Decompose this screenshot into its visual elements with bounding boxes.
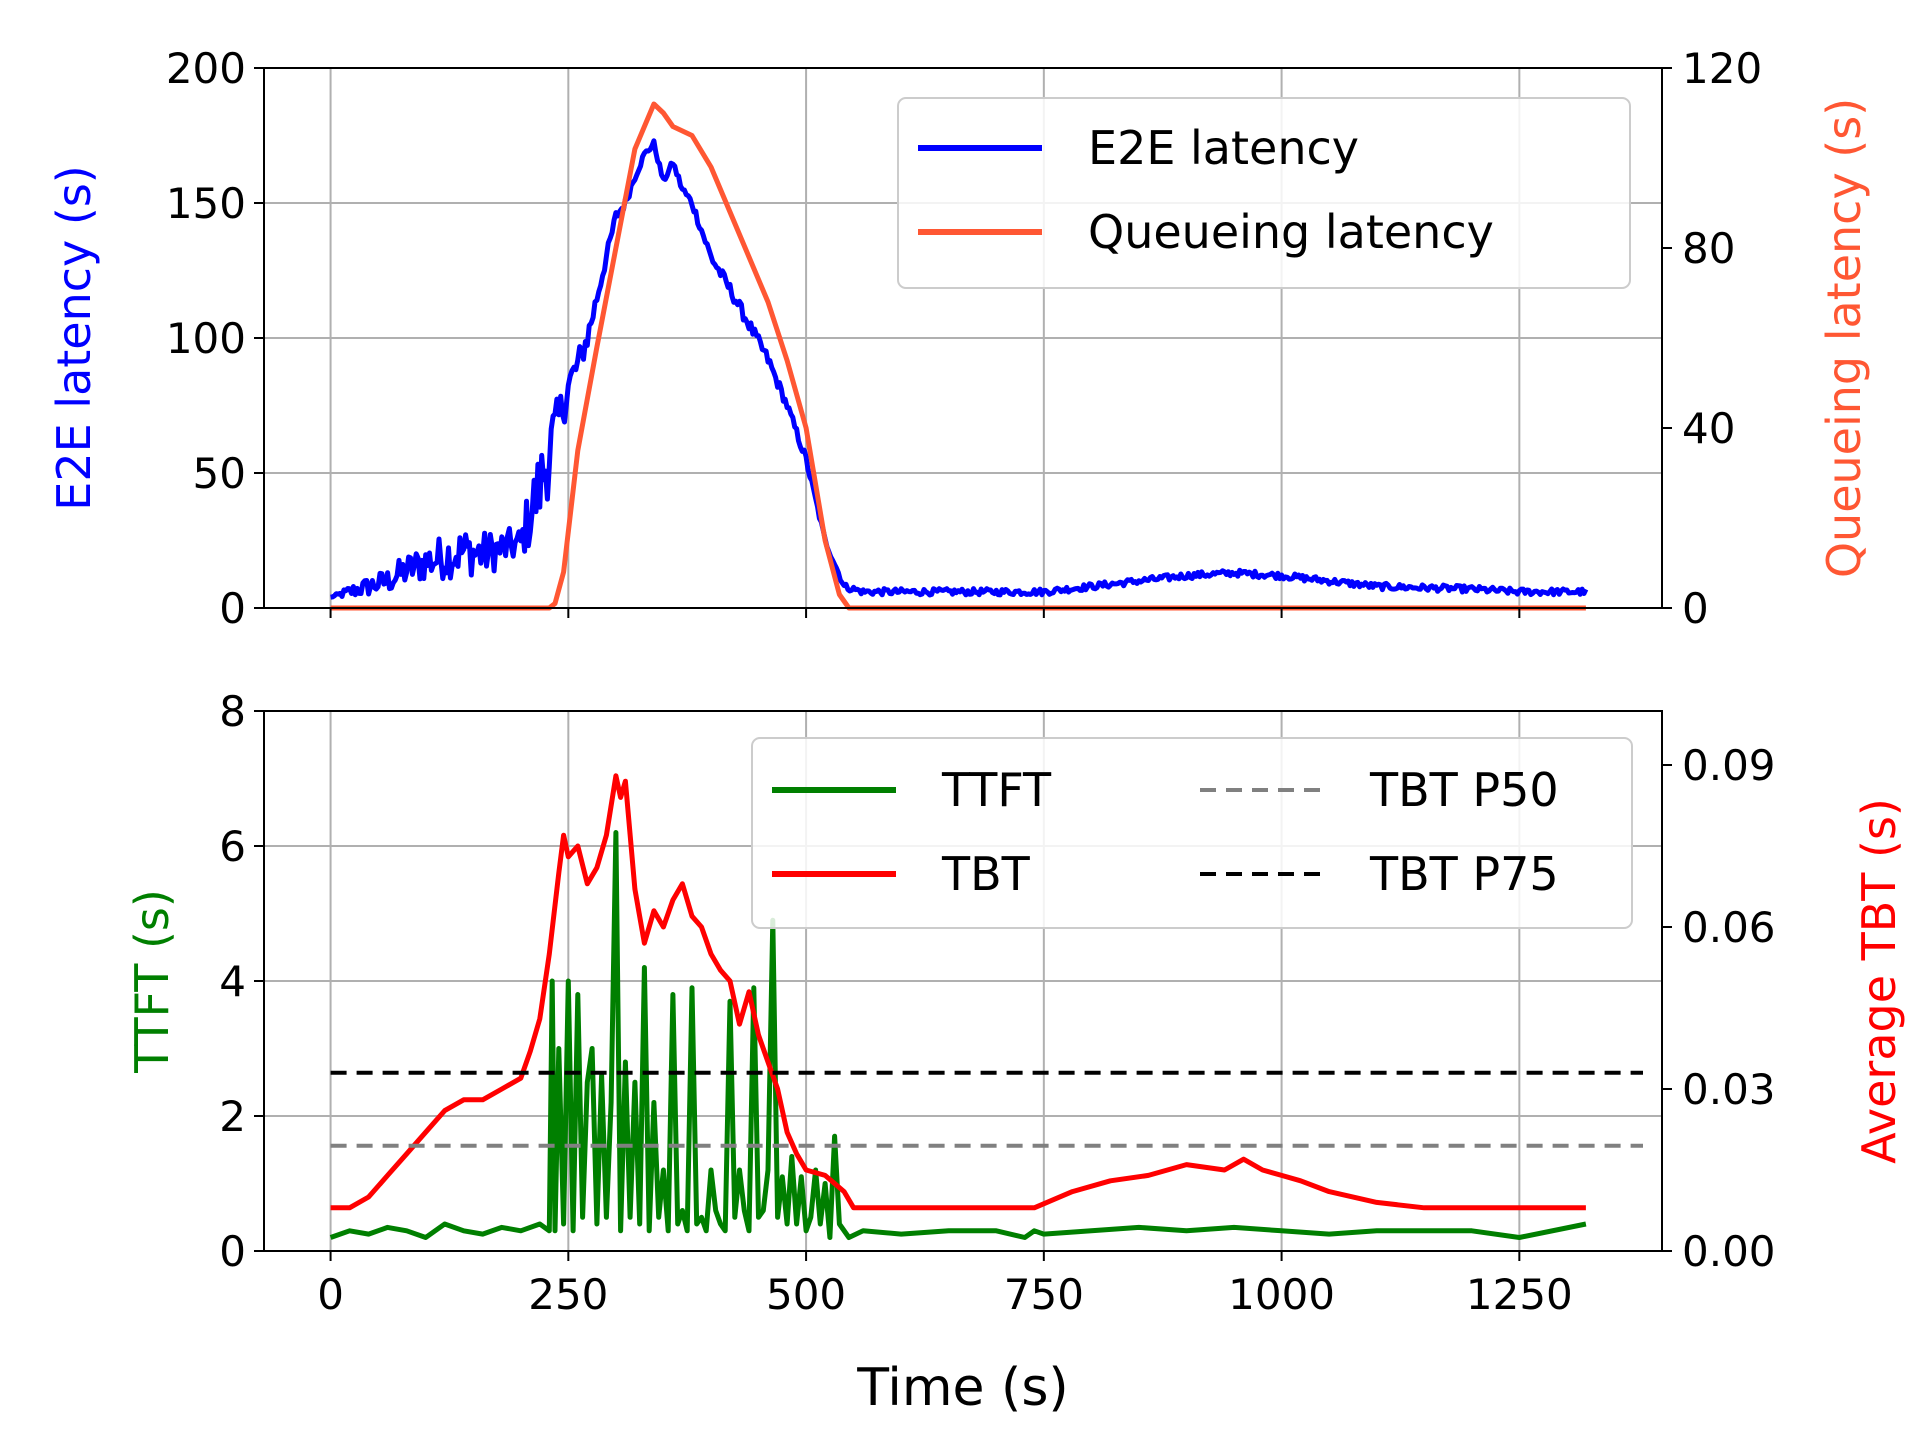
xtick-label-500: 500 bbox=[766, 1270, 846, 1319]
bottom-ylabel: TTFT (s) bbox=[125, 889, 179, 1074]
ytick-label-4: 4 bbox=[219, 957, 246, 1006]
top-legend-box bbox=[897, 97, 1631, 289]
ytick-label-100: 100 bbox=[166, 314, 246, 363]
legend-queue-label: Queueing latency bbox=[1088, 205, 1494, 259]
top-legend: E2E latency Queueing latency bbox=[897, 97, 1631, 289]
legend-p50-label: TBT P50 bbox=[1369, 763, 1559, 817]
legend-e2e-label: E2E latency bbox=[1088, 121, 1359, 175]
y2tick-label-2: 0.06 bbox=[1682, 903, 1776, 952]
series-ttft bbox=[329, 830, 1587, 1240]
legend-p75-label: TBT P75 bbox=[1369, 847, 1559, 901]
xtick-label-750: 750 bbox=[1004, 1270, 1084, 1319]
y2tick-label-3: 120 bbox=[1682, 44, 1762, 93]
legend-tbt-label: TBT bbox=[941, 847, 1031, 901]
ytick-label-150: 150 bbox=[166, 179, 246, 228]
y2tick-label-0: 0.00 bbox=[1682, 1227, 1776, 1276]
top-ticks: 0 50 100 150 200 0 40 80 120 bbox=[166, 44, 1762, 633]
xtick-label-0: 0 bbox=[317, 1270, 344, 1319]
bottom-series bbox=[329, 773, 1643, 1240]
series-tbt bbox=[330, 773, 1586, 1211]
y2tick-label-1: 40 bbox=[1682, 404, 1735, 453]
ytick-label-50: 50 bbox=[193, 449, 246, 498]
ytick-label-200: 200 bbox=[166, 44, 246, 93]
xtick-label-250: 250 bbox=[528, 1270, 608, 1319]
bottom-legend: TTFT TBT TBT P50 TBT P75 bbox=[751, 737, 1633, 929]
ytick-label-0: 0 bbox=[219, 584, 246, 633]
bottom-y2label: Average TBT (s) bbox=[1852, 798, 1906, 1164]
xtick-label-1000: 1000 bbox=[1228, 1270, 1335, 1319]
y2tick-label-0: 0 bbox=[1682, 584, 1709, 633]
legend-ttft-label: TTFT bbox=[941, 763, 1052, 817]
y2tick-label-1: 0.03 bbox=[1682, 1065, 1776, 1114]
top-panel: 0 50 100 150 200 0 40 80 120 E2E latency (s) Que… bbox=[47, 44, 1871, 633]
y2tick-label-3: 0.09 bbox=[1682, 741, 1776, 790]
bottom-panel: 0 250 500 750 1000 1250024680.000.030.060.09 … bbox=[125, 687, 1906, 1418]
top-y2label: Queueing latency (s) bbox=[1817, 98, 1871, 578]
xtick-label-1250: 1250 bbox=[1466, 1270, 1573, 1319]
ytick-label-0: 0 bbox=[219, 1227, 246, 1276]
y2tick-label-2: 80 bbox=[1682, 224, 1735, 273]
series-e2e-latency bbox=[330, 138, 1589, 600]
bottom-ticks: 0 250 500 750 1000 1250 0 2 4 6 8 0.00 0.03 0.06 0.09 bbox=[219, 687, 1775, 1319]
top-ylabel: E2E latency (s) bbox=[47, 165, 101, 510]
ytick-label-2: 2 bbox=[219, 1092, 246, 1141]
xlabel: Time (s) bbox=[856, 1358, 1068, 1418]
ytick-label-6: 6 bbox=[219, 822, 246, 871]
bottom-legend-box bbox=[751, 737, 1633, 929]
ytick-label-8: 8 bbox=[219, 687, 246, 736]
